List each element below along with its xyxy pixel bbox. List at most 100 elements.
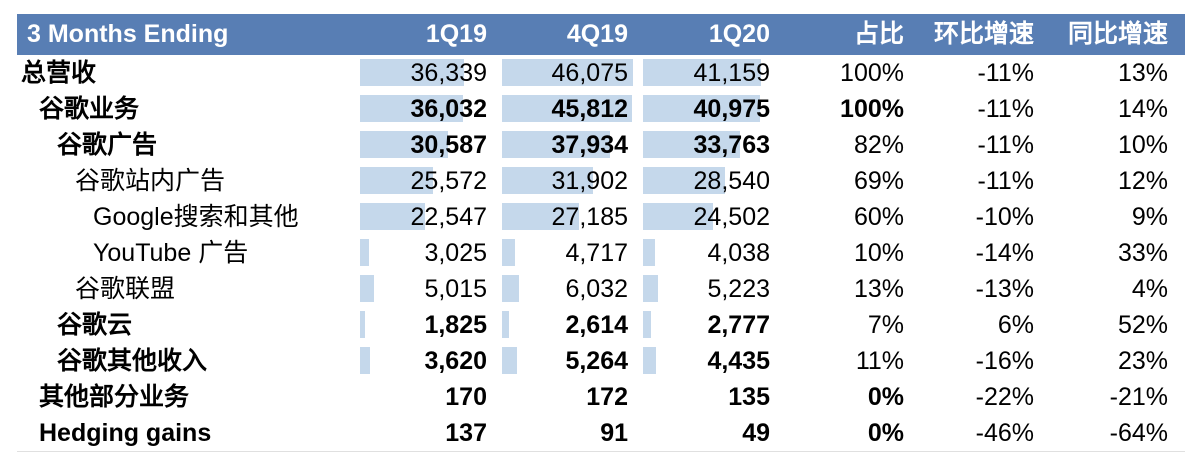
data-bar bbox=[502, 275, 520, 302]
yoy-cell: -21% bbox=[1109, 383, 1168, 411]
cell-value: 6,032 bbox=[565, 275, 628, 303]
data-bar bbox=[502, 311, 510, 338]
data-bar bbox=[360, 347, 371, 374]
cell-value: 45,812 bbox=[551, 95, 628, 123]
data-bar bbox=[643, 311, 651, 338]
cell-value: 36,032 bbox=[410, 95, 487, 123]
row-label: 谷歌业务 bbox=[39, 95, 140, 123]
share-cell: 13% bbox=[853, 275, 904, 303]
table-body: 总营收 36,339 46,075 41,159 100% -11% 13% 谷歌业务 36,0… bbox=[17, 55, 1185, 452]
column-spacer bbox=[492, 14, 502, 55]
data-bar bbox=[643, 131, 740, 158]
value-cell-4q19: 91 bbox=[502, 415, 633, 451]
value-cell-4q19: 5,264 bbox=[502, 343, 633, 379]
data-bar bbox=[643, 203, 714, 230]
column-spacer bbox=[492, 199, 502, 235]
data-bar bbox=[643, 347, 656, 374]
cell-value: 36,339 bbox=[410, 59, 487, 87]
value-cell-4q19: 6,032 bbox=[502, 271, 633, 307]
data-bar bbox=[502, 203, 580, 230]
data-bar bbox=[502, 239, 516, 266]
cell-value: 31,902 bbox=[551, 167, 628, 195]
cell-value: 46,075 bbox=[551, 59, 628, 87]
column-spacer bbox=[492, 91, 502, 127]
value-cell-1q19: 137 bbox=[360, 415, 492, 451]
value-cell-1q19: 30,587 bbox=[360, 127, 492, 163]
cell-value: 22,547 bbox=[410, 203, 487, 231]
value-cell-1q20: 4,038 bbox=[643, 235, 775, 271]
value-cell-1q20: 2,777 bbox=[643, 307, 775, 343]
share-cell: 69% bbox=[853, 167, 904, 195]
data-bar bbox=[360, 239, 369, 266]
cell-value: 3,025 bbox=[424, 239, 487, 267]
data-bar bbox=[360, 95, 464, 122]
share-cell: 7% bbox=[867, 311, 904, 339]
value-cell-1q19: 22,547 bbox=[360, 199, 492, 235]
table-row: Google搜索和其他 22,547 27,185 24,502 60% -10% 9% bbox=[17, 199, 1185, 235]
table-row: 谷歌站内广告 25,572 31,902 28,540 69% -11% 12% bbox=[17, 163, 1185, 199]
table-row: YouTube 广告 3,025 4,717 4,038 10% -14% 33% bbox=[17, 235, 1185, 271]
value-cell-1q19: 3,025 bbox=[360, 235, 492, 271]
data-bar bbox=[502, 347, 517, 374]
column-spacer bbox=[492, 379, 502, 415]
column-header-period: 3 Months Ending bbox=[27, 20, 229, 48]
yoy-cell: -64% bbox=[1109, 419, 1168, 447]
value-cell-4q19: 31,902 bbox=[502, 163, 633, 199]
table-row: 谷歌业务 36,032 45,812 40,975 100% -11% 14% bbox=[17, 91, 1185, 127]
value-cell-1q20: 5,223 bbox=[643, 271, 775, 307]
data-bar bbox=[643, 59, 761, 86]
data-bar bbox=[643, 275, 658, 302]
value-cell-1q19: 1,825 bbox=[360, 307, 492, 343]
revenue-table: 3 Months Ending 1Q19 4Q19 1Q20 占比 环比增速 同… bbox=[17, 14, 1185, 452]
cell-value: 5,264 bbox=[565, 347, 628, 375]
table-row: 总营收 36,339 46,075 41,159 100% -11% 13% bbox=[17, 55, 1185, 91]
share-cell: 100% bbox=[840, 59, 904, 87]
table-row: 谷歌云 1,825 2,614 2,777 7% 6% 52% bbox=[17, 307, 1185, 343]
qoq-cell: -11% bbox=[977, 59, 1034, 87]
table-row: 谷歌广告 30,587 37,934 33,763 82% -11% 10% bbox=[17, 127, 1185, 163]
value-cell-1q19: 36,032 bbox=[360, 91, 492, 127]
value-cell-4q19: 2,614 bbox=[502, 307, 633, 343]
value-cell-1q20: 33,763 bbox=[643, 127, 775, 163]
qoq-cell: -11% bbox=[977, 131, 1034, 159]
yoy-cell: 14% bbox=[1117, 95, 1168, 123]
row-label: 谷歌其他收入 bbox=[57, 347, 208, 375]
table-header-row: 3 Months Ending 1Q19 4Q19 1Q20 占比 环比增速 同… bbox=[17, 14, 1185, 55]
value-cell-4q19: 46,075 bbox=[502, 55, 633, 91]
row-label: YouTube 广告 bbox=[93, 239, 249, 267]
column-header-1q20: 1Q20 bbox=[708, 20, 770, 48]
column-spacer bbox=[633, 343, 643, 379]
share-cell: 0% bbox=[867, 419, 904, 447]
value-cell-1q20: 49 bbox=[643, 415, 775, 451]
value-cell-1q20: 28,540 bbox=[643, 163, 775, 199]
column-spacer bbox=[633, 127, 643, 163]
cell-value: 170 bbox=[445, 383, 487, 411]
table-row: 谷歌其他收入 3,620 5,264 4,435 11% -16% 23% bbox=[17, 343, 1185, 379]
cell-value: 41,159 bbox=[693, 59, 770, 87]
value-cell-1q20: 4,435 bbox=[643, 343, 775, 379]
yoy-cell: 4% bbox=[1131, 275, 1168, 303]
qoq-cell: -11% bbox=[977, 95, 1034, 123]
column-spacer bbox=[633, 55, 643, 91]
row-label: 其他部分业务 bbox=[39, 383, 190, 411]
cell-value: 4,038 bbox=[707, 239, 770, 267]
value-cell-1q19: 3,620 bbox=[360, 343, 492, 379]
column-spacer bbox=[633, 14, 643, 55]
data-bar bbox=[360, 59, 465, 86]
qoq-cell: -13% bbox=[975, 275, 1034, 303]
cell-value: 5,015 bbox=[424, 275, 487, 303]
yoy-cell: 9% bbox=[1131, 203, 1168, 231]
cell-value: 172 bbox=[586, 383, 628, 411]
column-spacer bbox=[633, 307, 643, 343]
share-cell: 100% bbox=[840, 95, 904, 123]
data-bar bbox=[502, 95, 633, 122]
cell-value: 4,435 bbox=[707, 347, 770, 375]
column-header-4q19: 4Q19 bbox=[566, 20, 628, 48]
data-bar bbox=[643, 95, 761, 122]
cell-value: 30,587 bbox=[410, 131, 487, 159]
yoy-cell: 10% bbox=[1117, 131, 1168, 159]
column-spacer bbox=[633, 415, 643, 451]
share-cell: 60% bbox=[853, 203, 904, 231]
qoq-cell: 6% bbox=[997, 311, 1034, 339]
table-row: Hedging gains 137 91 49 0% -46% -64% bbox=[17, 415, 1185, 451]
